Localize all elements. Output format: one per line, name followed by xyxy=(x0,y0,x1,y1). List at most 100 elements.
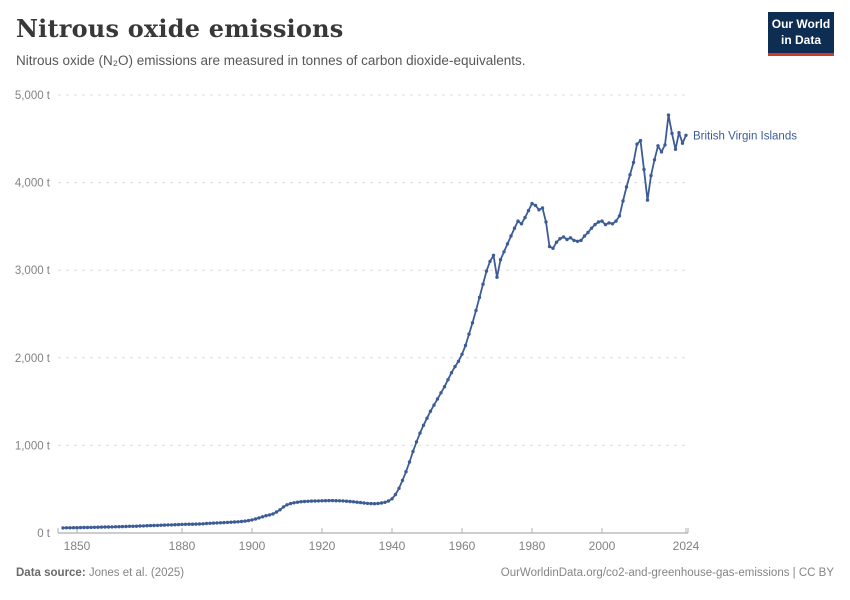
series-point xyxy=(537,208,541,212)
series-point xyxy=(649,173,653,178)
series-point xyxy=(271,512,275,516)
series-point xyxy=(596,220,601,224)
series-point xyxy=(509,234,513,238)
series-point xyxy=(302,499,307,504)
series-point xyxy=(635,142,639,146)
series-point xyxy=(61,526,65,530)
series-point xyxy=(614,219,618,223)
y-axis-tick-label: 0 t xyxy=(37,528,51,540)
series-point xyxy=(250,518,254,522)
series-point xyxy=(449,371,454,375)
series-point xyxy=(299,500,303,504)
series-point xyxy=(190,522,195,526)
series-point xyxy=(383,500,387,504)
series-point xyxy=(551,246,555,250)
series-point xyxy=(460,352,464,356)
series-point xyxy=(397,486,401,490)
series-point xyxy=(369,501,373,506)
series-point xyxy=(138,524,142,528)
series-point xyxy=(568,236,573,240)
series-point xyxy=(204,521,209,526)
series-point xyxy=(187,522,191,526)
series-point xyxy=(292,501,296,505)
series-point xyxy=(162,523,167,527)
owid-cc-link[interactable]: OurWorldinData.org/co2-and-greenhouse-ga… xyxy=(500,567,834,579)
x-axis-labels: 1850 1880 1900 1920 1940 1960 1980 2000 2024 xyxy=(64,539,700,553)
series-point xyxy=(173,523,177,527)
series-point xyxy=(411,449,415,454)
x-axis-tick-label: 1900 xyxy=(239,539,266,553)
series-point xyxy=(169,523,174,527)
series-point xyxy=(425,416,429,420)
series-point xyxy=(600,219,604,223)
series-point xyxy=(68,526,72,530)
page-title: Nitrous oxide emissions xyxy=(16,14,344,43)
series-line-british-virgin-islands[interactable] xyxy=(62,114,687,529)
series-point xyxy=(194,522,198,526)
series-point xyxy=(306,499,310,503)
series-point xyxy=(491,253,496,257)
series-point xyxy=(131,524,135,528)
series-point xyxy=(264,514,268,518)
series-point xyxy=(589,226,594,230)
y-axis-tick-label: 4,000 t xyxy=(15,178,51,190)
series-point xyxy=(113,525,118,529)
series-point xyxy=(141,524,146,528)
series-point xyxy=(117,525,121,529)
series-point xyxy=(386,499,391,503)
series-point xyxy=(222,520,226,525)
series-point xyxy=(484,269,489,273)
series-point xyxy=(85,525,90,530)
series-point xyxy=(274,510,279,514)
series-end-label-british-virgin-islands[interactable]: British Virgin Islands xyxy=(693,130,797,142)
series-point xyxy=(439,391,443,395)
series-point xyxy=(428,409,433,413)
series-point xyxy=(218,521,223,525)
series-point xyxy=(670,131,674,136)
series-point xyxy=(628,173,632,177)
series-point xyxy=(99,525,104,529)
series-point xyxy=(92,525,97,529)
series-point xyxy=(344,499,349,503)
series-point xyxy=(313,499,317,503)
series-point xyxy=(134,524,139,528)
series-point xyxy=(446,378,450,382)
owid-logo[interactable]: Our World in Data xyxy=(768,12,834,57)
data-source-value: Jones et al. (2025) xyxy=(85,567,185,579)
series-point xyxy=(330,498,335,503)
series-point xyxy=(320,499,324,503)
series-point xyxy=(586,230,590,235)
series-point xyxy=(456,359,461,363)
series-point xyxy=(544,220,548,224)
series-point xyxy=(624,185,629,189)
gridlines xyxy=(58,94,688,446)
data-source-label: Data source: xyxy=(16,567,86,579)
series-point xyxy=(246,518,251,523)
series-point xyxy=(243,519,247,523)
chart-footer: Data source: Jones et al. (2025) OurWorl… xyxy=(16,567,834,579)
series-point xyxy=(579,238,583,243)
x-axis-tick-label: 1980 xyxy=(519,539,546,553)
series-point xyxy=(225,520,230,525)
series-point xyxy=(201,522,205,526)
series-point-markers xyxy=(61,113,688,530)
series-point xyxy=(232,520,237,524)
y-axis-tick-label: 5,000 t xyxy=(15,90,51,102)
owid-logo-line2: in Data xyxy=(780,32,821,47)
series-point xyxy=(407,460,412,464)
series-point xyxy=(351,500,356,504)
series-point xyxy=(561,235,566,239)
series-point xyxy=(334,499,338,503)
series-point xyxy=(523,215,527,220)
series-point xyxy=(526,208,531,213)
series-point xyxy=(467,332,471,336)
series-point xyxy=(673,147,678,151)
series-point xyxy=(267,513,272,517)
series-point xyxy=(110,525,114,529)
series-point xyxy=(106,525,111,529)
series-point xyxy=(390,497,394,501)
x-axis xyxy=(57,528,689,534)
series-point xyxy=(519,222,524,226)
x-axis-tick-label: 1960 xyxy=(449,539,476,553)
